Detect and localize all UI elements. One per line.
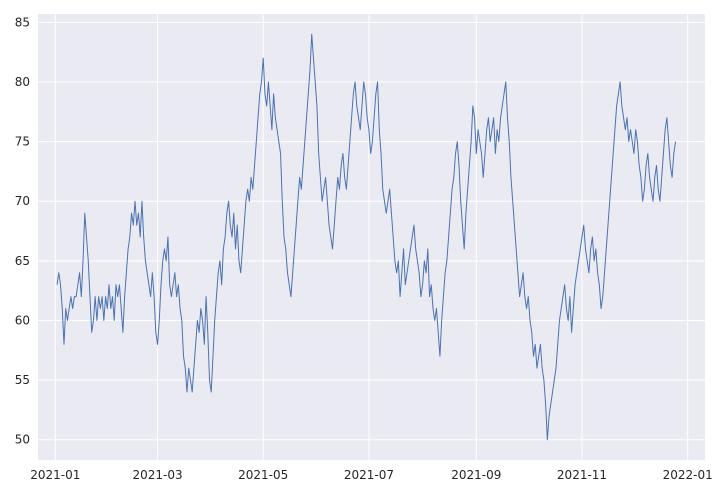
x-tick-label: 2021-03 <box>132 468 182 482</box>
x-tick-label: 2021-01 <box>30 468 80 482</box>
y-tick-label: 85 <box>15 15 30 29</box>
y-tick-label: 70 <box>15 194 30 208</box>
x-tick-label: 2021-07 <box>344 468 394 482</box>
x-tick-label: 2021-11 <box>557 468 607 482</box>
y-tick-label: 65 <box>15 254 30 268</box>
y-tick-label: 75 <box>15 135 30 149</box>
y-tick-label: 50 <box>15 433 30 447</box>
plot-area <box>38 14 705 460</box>
x-tick-label: 2021-05 <box>238 468 288 482</box>
x-tick-label: 2021-09 <box>451 468 501 482</box>
y-tick-label: 55 <box>15 373 30 387</box>
y-tick-label: 60 <box>15 313 30 327</box>
y-tick-label: 80 <box>15 75 30 89</box>
x-tick-label: 2022-01 <box>663 468 713 482</box>
